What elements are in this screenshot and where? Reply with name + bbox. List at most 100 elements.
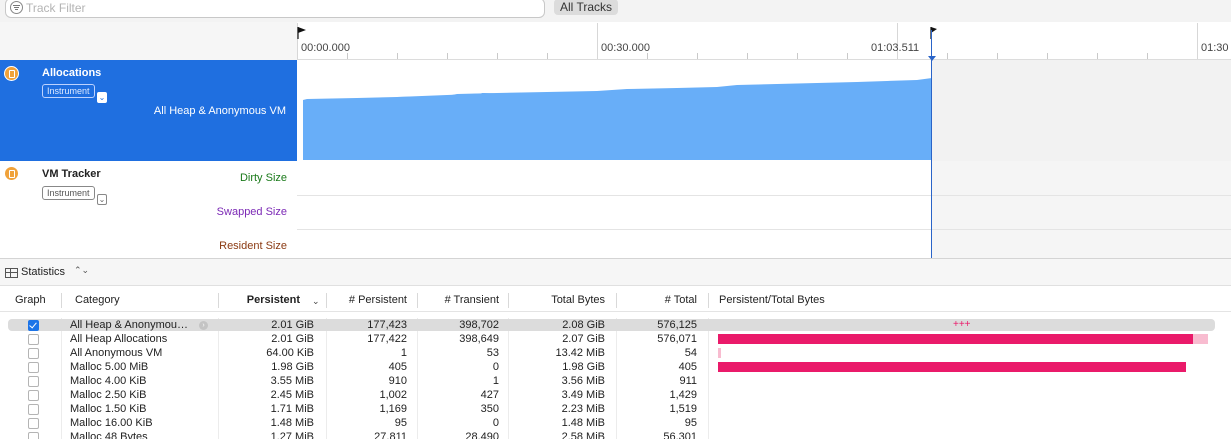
vm-tracker-instrument-badge[interactable]: Instrument: [42, 186, 95, 200]
total-bytes-cell: 2.08 GiB: [562, 319, 605, 331]
column-gridline: [417, 318, 418, 439]
category-cell: All Heap Allocations: [70, 333, 168, 345]
allocations-instrument-icon: [4, 66, 19, 81]
ruler-tick: [497, 53, 498, 59]
column-category[interactable]: Category: [75, 294, 120, 306]
column-separator[interactable]: [417, 293, 418, 308]
table-row[interactable]: All Heap & Anonymou… › 2.01 GiB 177,423 …: [0, 318, 1231, 332]
total-bytes-cell: 1.48 MiB: [561, 417, 605, 429]
allocations-series-label: All Heap & Anonymous VM: [153, 105, 286, 117]
column-persistent[interactable]: Persistent: [246, 294, 300, 306]
column-n-persistent[interactable]: # Persistent: [348, 294, 407, 306]
n-total-cell: 576,071: [657, 333, 697, 345]
table-row[interactable]: All Heap Allocations 2.01 GiB 177,422 39…: [0, 332, 1231, 346]
column-persistent-total-bytes[interactable]: Persistent/Total Bytes: [719, 294, 825, 306]
column-separator[interactable]: [708, 293, 709, 308]
table-row[interactable]: Malloc 1.50 KiB 1.71 MiB 1,169 350 2.23 …: [0, 402, 1231, 416]
column-separator[interactable]: [326, 293, 327, 308]
column-gridline: [508, 318, 509, 439]
n-transient-cell: 0: [492, 417, 499, 429]
detail-view-selector[interactable]: Statistics ⌃⌄: [0, 258, 1231, 286]
allocations-graph[interactable]: [297, 60, 1231, 162]
persistent-bytes-bar: [718, 362, 1186, 372]
graph-checkbox[interactable]: [28, 362, 39, 373]
column-n-transient[interactable]: # Transient: [444, 294, 499, 306]
persistent-cell: 2.45 MiB: [270, 389, 314, 401]
statistics-label[interactable]: Statistics: [21, 266, 66, 278]
vm-tracker-track-header[interactable]: VM Tracker Instrument ⌄ Dirty Size Swapp…: [0, 161, 298, 258]
category-cell: All Heap & Anonymou…: [70, 319, 189, 331]
persistent-cell: 64.00 KiB: [266, 347, 314, 359]
post-playhead-region: [932, 60, 1231, 161]
persistent-cell: 1.27 MiB: [270, 431, 314, 439]
allocations-instrument-badge[interactable]: Instrument: [42, 84, 95, 98]
n-persistent-cell: 95: [394, 417, 407, 429]
playhead[interactable]: [931, 30, 932, 258]
n-total-cell: 405: [678, 361, 697, 373]
graph-checkbox[interactable]: [28, 432, 39, 439]
graph-checkbox[interactable]: [28, 404, 39, 415]
total-bytes-cell: 2.07 GiB: [562, 333, 605, 345]
n-persistent-cell: 1,002: [379, 389, 407, 401]
n-total-cell: 95: [684, 417, 697, 429]
graph-checkbox[interactable]: [28, 390, 39, 401]
ruler-tick: [1047, 53, 1048, 59]
allocations-title: Allocations: [42, 67, 102, 79]
playhead-marker-icon[interactable]: [928, 56, 936, 61]
column-gridline: [61, 318, 62, 439]
n-persistent-cell: 1: [400, 347, 407, 359]
ruler-tick: [947, 53, 948, 59]
n-transient-cell: 53: [486, 347, 499, 359]
column-separator[interactable]: [218, 293, 219, 308]
ruler-tick: [1097, 53, 1098, 59]
chevron-updown-icon[interactable]: ⌃⌄: [74, 265, 90, 275]
persistent-cell: 3.55 MiB: [270, 375, 314, 387]
vm-tracker-graph[interactable]: [297, 161, 1231, 258]
chevron-down-icon[interactable]: ⌄: [97, 92, 107, 103]
start-flag-icon[interactable]: [297, 26, 309, 40]
resident-size-label: Resident Size: [219, 240, 287, 252]
timeline-ruler[interactable]: 00:00.000 00:30.000 01:03.511 01:30: [297, 22, 1231, 60]
column-total-bytes[interactable]: Total Bytes: [551, 294, 605, 306]
track-filter-input[interactable]: Track Filter: [5, 0, 545, 18]
column-separator[interactable]: [508, 293, 509, 308]
column-separator[interactable]: [61, 293, 62, 308]
graph-checkbox[interactable]: [28, 334, 39, 345]
table-row[interactable]: Malloc 16.00 KiB 1.48 MiB 95 0 1.48 MiB …: [0, 416, 1231, 430]
dirty-size-label: Dirty Size: [239, 172, 287, 184]
column-n-total[interactable]: # Total: [664, 294, 697, 306]
graph-checkbox[interactable]: [28, 376, 39, 387]
ruler-tick: [697, 53, 698, 59]
category-cell: Malloc 2.50 KiB: [70, 389, 147, 401]
allocations-track-header[interactable]: Allocations Instrument ⌄ All Heap & Anon…: [0, 60, 297, 161]
end-flag-icon[interactable]: [927, 26, 939, 40]
ruler-tick: [997, 53, 998, 59]
filter-icon: [10, 1, 23, 14]
table-row[interactable]: Malloc 5.00 MiB 1.98 GiB 405 0 1.98 GiB …: [0, 360, 1231, 374]
ruler-tick: [1147, 53, 1148, 59]
table-row[interactable]: Malloc 4.00 KiB 3.55 MiB 910 1 3.56 MiB …: [0, 374, 1231, 388]
column-graph[interactable]: Graph: [15, 294, 46, 306]
chevron-down-icon[interactable]: ⌄: [97, 194, 107, 205]
sort-descending-icon[interactable]: ⌄: [312, 296, 320, 306]
table-icon: [5, 268, 18, 278]
focus-arrow-icon[interactable]: ›: [199, 321, 208, 330]
total-bytes-bar: [718, 348, 721, 358]
table-row[interactable]: All Anonymous VM 64.00 KiB 1 53 13.42 Mi…: [0, 346, 1231, 360]
graph-checkbox[interactable]: [28, 418, 39, 429]
graph-checkbox[interactable]: [28, 348, 39, 359]
table-row[interactable]: Malloc 48 Bytes 1.27 MiB 27,811 28,490 2…: [0, 430, 1231, 439]
selection-highlight: [8, 319, 1215, 331]
ruler-tick: [597, 23, 598, 59]
table-row[interactable]: Malloc 2.50 KiB 2.45 MiB 1,002 427 3.49 …: [0, 388, 1231, 402]
n-total-cell: 1,429: [669, 389, 697, 401]
graph-checkbox[interactable]: [28, 320, 39, 331]
category-cell: All Anonymous VM: [70, 347, 163, 359]
overflow-marker: +++: [953, 319, 971, 330]
column-separator[interactable]: [616, 293, 617, 308]
total-bytes-cell: 1.98 GiB: [562, 361, 605, 373]
all-tracks-button[interactable]: All Tracks: [554, 0, 619, 15]
ruler-tick: [747, 53, 748, 59]
ruler-tick: [397, 53, 398, 59]
n-transient-cell: 28,490: [465, 431, 499, 439]
